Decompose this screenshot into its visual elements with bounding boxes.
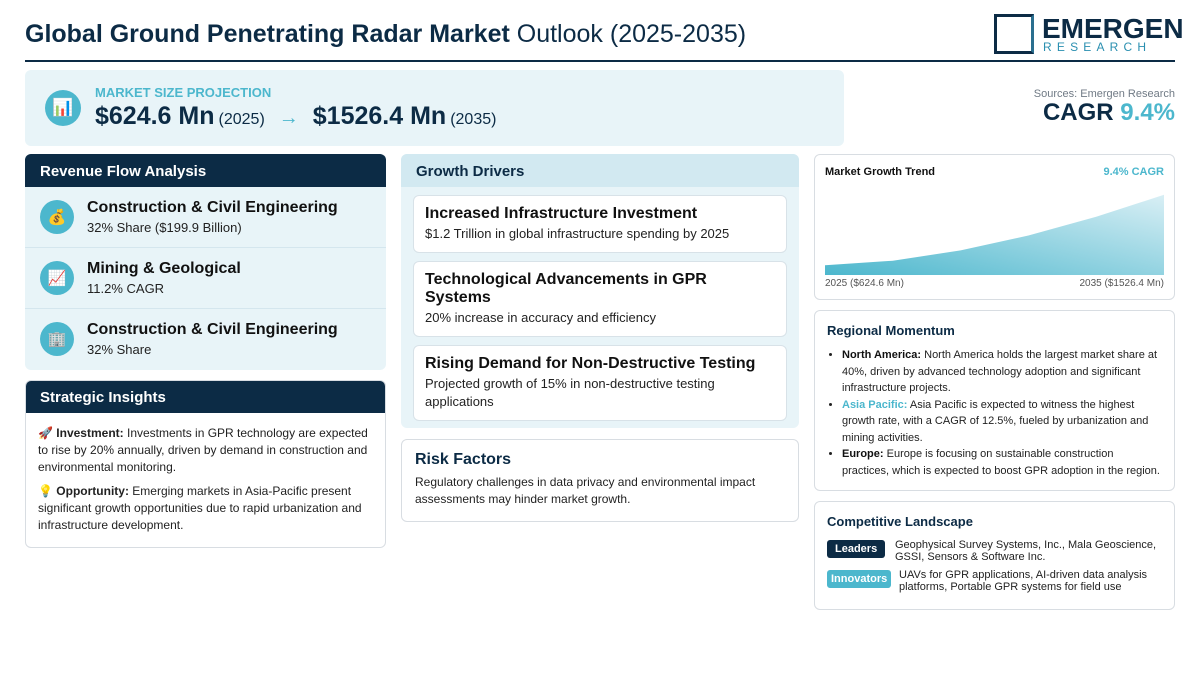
emergen-logo: EMERGEN RESEARCH bbox=[994, 13, 1184, 56]
market-size-banner: 📊 MARKET SIZE PROJECTION $624.6 Mn (2025)… bbox=[25, 70, 844, 146]
logo-sub-text: RESEARCH bbox=[1043, 40, 1152, 54]
driver-title: Technological Advancements in GPR System… bbox=[425, 271, 707, 306]
market-size-label: MARKET SIZE PROJECTION bbox=[95, 85, 272, 100]
revenue-item-title: Construction & Civil Engineering bbox=[87, 321, 338, 338]
logo-main-text: EMERGEN bbox=[1042, 13, 1184, 44]
list-item: North America: North America holds the l… bbox=[842, 347, 1162, 397]
competitive-landscape-panel: Competitive Landscape Leaders Geophysica… bbox=[814, 501, 1175, 610]
innovators-text: UAVs for GPR applications, AI-driven dat… bbox=[899, 569, 1148, 593]
region-name: Europe: bbox=[842, 448, 884, 460]
insight-text: Investments in GPR technology are expect… bbox=[38, 426, 368, 474]
risk-factors-panel: Risk Factors Regulatory challenges in da… bbox=[401, 439, 799, 522]
driver-card: Rising Demand for Non-Destructive Testin… bbox=[413, 345, 787, 421]
revenue-item-title: Mining & Geological bbox=[87, 260, 241, 277]
regional-list: North America: North America holds the l… bbox=[827, 347, 1162, 479]
insight-label: Opportunity: bbox=[56, 484, 129, 498]
chart-annotation: 9.4% CAGR bbox=[1103, 166, 1164, 178]
revenue-item-sub: 11.2% CAGR bbox=[87, 281, 165, 296]
regional-momentum-panel: Regional Momentum North America: North A… bbox=[814, 310, 1175, 491]
trend-area bbox=[825, 194, 1164, 275]
driver-title: Rising Demand for Non-Destructive Testin… bbox=[425, 355, 756, 372]
driver-sub: $1.2 Trillion in global infrastructure s… bbox=[425, 226, 730, 241]
logo-mark-icon bbox=[994, 14, 1034, 54]
chart-end-label: 2035 ($1526.4 Mn) bbox=[1079, 278, 1164, 289]
title-light: Outlook (2025-2035) bbox=[516, 20, 747, 48]
rocket-icon: 🚀 bbox=[38, 426, 53, 440]
revenue-item-title: Construction & Civil Engineering bbox=[87, 199, 338, 216]
cagr-value: 9.4% bbox=[1120, 99, 1175, 126]
region-text: Asia Pacific is expected to witness the … bbox=[842, 398, 1149, 444]
revenue-flow-heading: Revenue Flow Analysis bbox=[25, 154, 386, 187]
insight-text: Emerging markets in Asia-Pacific present… bbox=[38, 484, 362, 532]
cagr-summary: CAGR 9.4% bbox=[1043, 99, 1175, 127]
regional-momentum-heading: Regional Momentum bbox=[827, 323, 955, 338]
list-item: Asia Pacific: Asia Pacific is expected t… bbox=[842, 397, 1162, 447]
revenue-item: 🏢 Construction & Civil Engineering 32% S… bbox=[25, 309, 386, 370]
growth-drivers-panel: Growth Drivers Increased Infrastructure … bbox=[401, 154, 799, 428]
driver-title: Increased Infrastructure Investment bbox=[425, 205, 698, 222]
revenue-item: 💰 Construction & Civil Engineering 32% S… bbox=[25, 187, 386, 248]
driver-sub: Projected growth of 15% in non-destructi… bbox=[425, 376, 715, 409]
driver-card: Increased Infrastructure Investment $1.2… bbox=[413, 195, 787, 253]
driver-card: Technological Advancements in GPR System… bbox=[413, 261, 787, 337]
leaders-badge: Leaders bbox=[827, 540, 886, 558]
title-bold: Global Ground Penetrating Radar Market bbox=[25, 20, 510, 48]
region-text: North America holds the largest market s… bbox=[842, 349, 1158, 394]
end-year: (2035) bbox=[450, 111, 497, 128]
insight-label: Investment: bbox=[56, 426, 124, 440]
chart-title: Market Growth Trend bbox=[825, 166, 936, 178]
arrow-right-icon: → bbox=[278, 107, 299, 129]
chart-start-label: 2025 ($624.6 Mn) bbox=[825, 278, 904, 289]
start-year: (2025) bbox=[218, 111, 265, 128]
leaders-text: Geophysical Survey Systems, Inc., Mala G… bbox=[895, 539, 1157, 563]
innovators-badge: Innovators bbox=[827, 570, 892, 588]
risk-factors-text: Regulatory challenges in data privacy an… bbox=[415, 475, 756, 506]
region-text: Europe is focusing on sustainable constr… bbox=[842, 448, 1160, 477]
region-name: North America: bbox=[842, 349, 922, 361]
market-size-values: $624.6 Mn (2025) → $1526.4 Mn (2035) bbox=[95, 102, 496, 131]
cagr-label: CAGR bbox=[1042, 99, 1114, 126]
title-divider bbox=[25, 60, 1175, 62]
revenue-item-sub: 32% Share ($199.9 Billion) bbox=[87, 220, 242, 235]
risk-factors-heading: Risk Factors bbox=[415, 451, 512, 468]
region-name: Asia Pacific: bbox=[842, 398, 908, 411]
strategic-insights-heading: Strategic Insights bbox=[26, 381, 385, 413]
insight-item: 💡 Opportunity: Emerging markets in Asia-… bbox=[38, 483, 373, 534]
trend-area-chart bbox=[825, 194, 1164, 275]
driver-sub: 20% increase in accuracy and efficiency bbox=[425, 310, 656, 325]
page-title: Global Ground Penetrating Radar Market O… bbox=[25, 20, 746, 49]
strategic-insights-panel: Strategic Insights 🚀 Investment: Investm… bbox=[25, 380, 386, 548]
revenue-item-sub: 32% Share bbox=[87, 342, 152, 357]
building-icon: 🏢 bbox=[40, 322, 74, 356]
bar-chart-icon: 📊 bbox=[45, 90, 81, 126]
start-value: $624.6 Mn bbox=[95, 102, 215, 130]
revenue-flow-panel: Revenue Flow Analysis 💰 Construction & C… bbox=[25, 154, 386, 370]
lightbulb-icon: 💡 bbox=[38, 484, 53, 498]
growth-drivers-heading: Growth Drivers bbox=[401, 154, 799, 187]
revenue-item: 📈 Mining & Geological 11.2% CAGR bbox=[25, 248, 386, 309]
list-item: Europe: Europe is focusing on sustainabl… bbox=[842, 446, 1162, 479]
sources-text: Sources: Emergen Research bbox=[1033, 88, 1175, 100]
money-bag-icon: 💰 bbox=[40, 200, 74, 234]
competitive-landscape-heading: Competitive Landscape bbox=[827, 514, 973, 529]
trend-chart-icon: 📈 bbox=[40, 261, 74, 295]
market-growth-trend-panel: Market Growth Trend 9.4% CAGR 2025 ($624… bbox=[814, 154, 1175, 300]
insight-item: 🚀 Investment: Investments in GPR technol… bbox=[38, 425, 373, 476]
end-value: $1526.4 Mn bbox=[312, 102, 447, 130]
